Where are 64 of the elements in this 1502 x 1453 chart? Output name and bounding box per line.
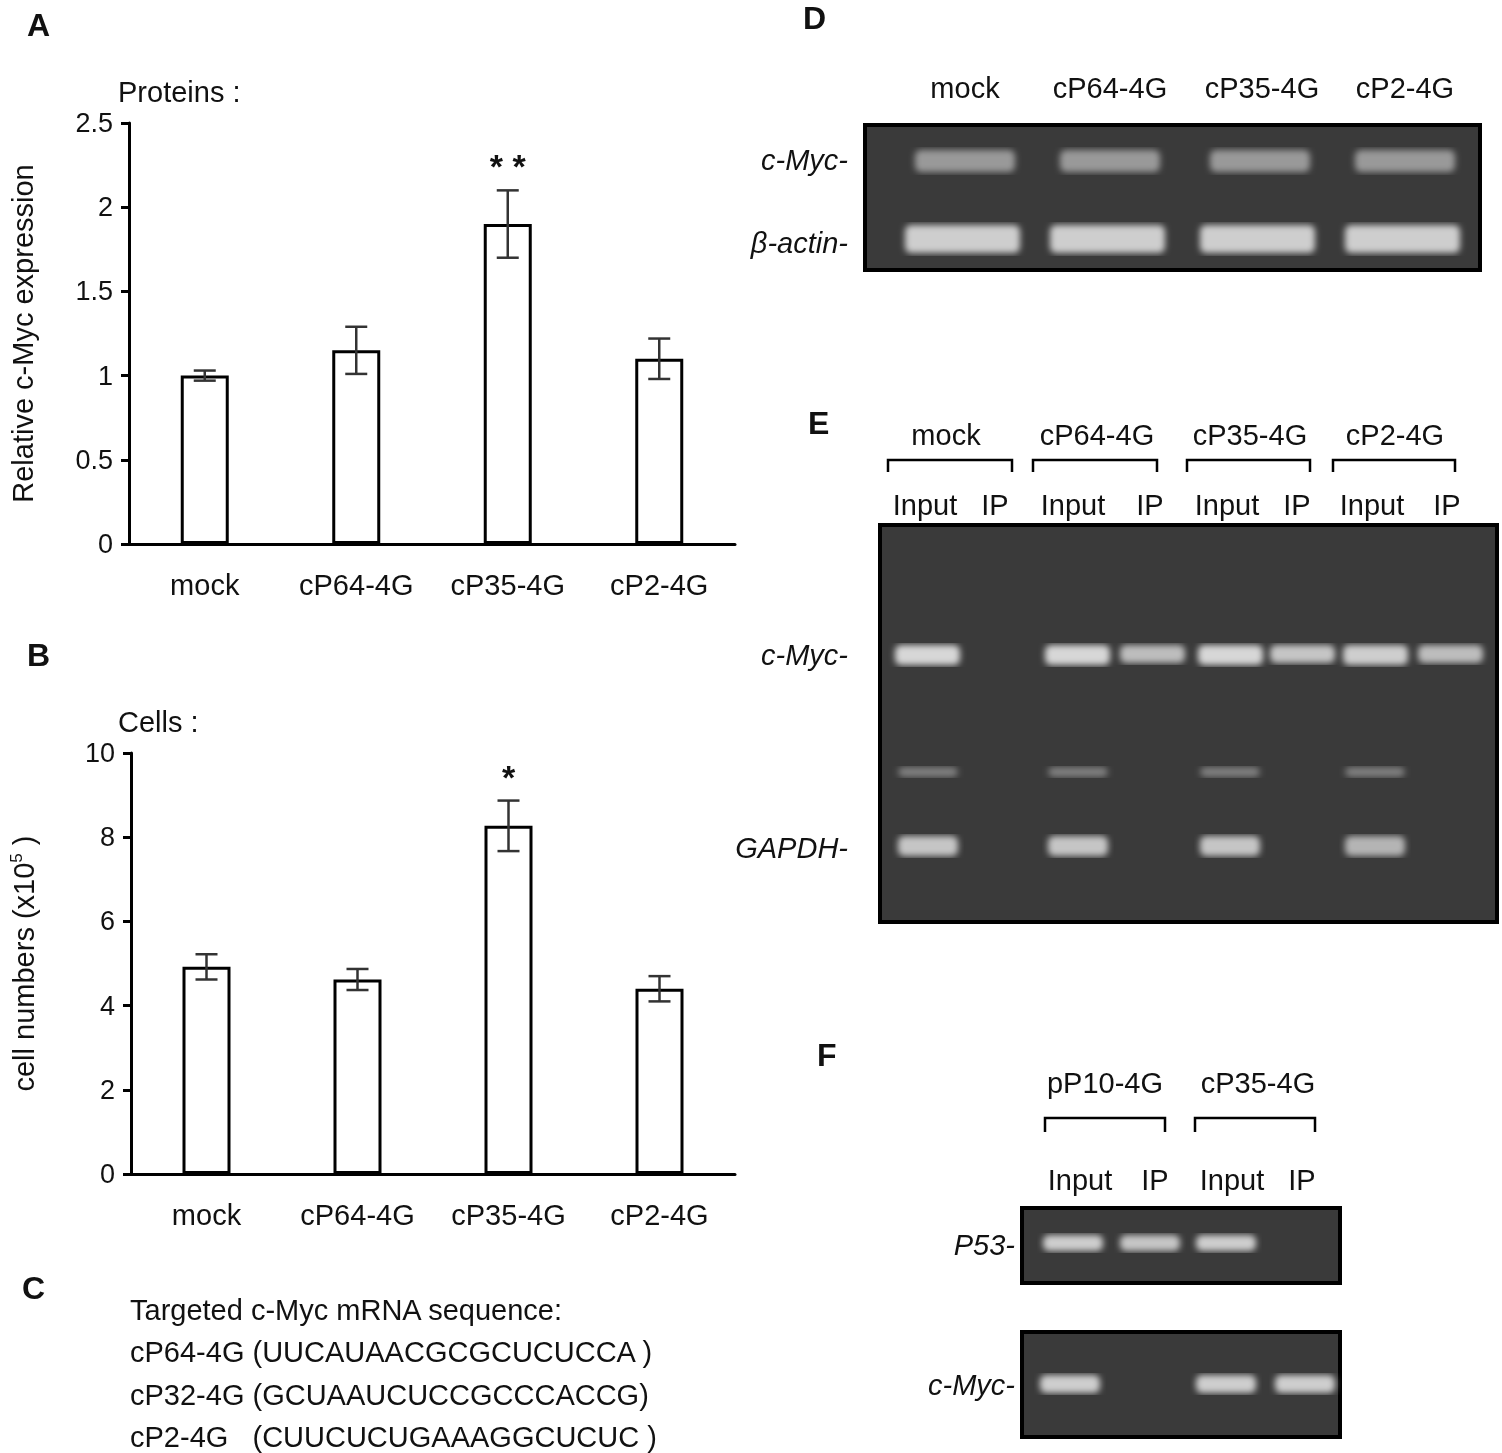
text: IP <box>1136 488 1164 521</box>
y-tick-label: 0 <box>99 1159 115 1189</box>
y-tick-label: 2 <box>97 192 113 223</box>
text: Input <box>892 488 958 521</box>
x-tick-label: mock <box>171 1198 242 1231</box>
text: c-Myc- <box>761 638 848 671</box>
text: IP <box>981 488 1009 521</box>
y-tick-label: 0.5 <box>75 444 113 475</box>
y-tick-label: 1.5 <box>75 276 113 307</box>
y-tick-label: 0 <box>97 529 113 559</box>
text: Input <box>1194 488 1260 521</box>
chart-title: B <box>27 637 51 673</box>
text: c-Myc- <box>928 1368 1015 1401</box>
text: IP <box>1288 1163 1316 1196</box>
text: cP2-4G <box>1345 418 1445 451</box>
text: P53- <box>953 1228 1015 1261</box>
y-tick-label: 8 <box>99 822 115 853</box>
text: Input <box>1040 488 1106 521</box>
text: cP64-4G <box>1039 418 1155 451</box>
chart-subtitle: Proteins : <box>118 75 241 108</box>
text: Input <box>1199 1163 1265 1196</box>
text: cP2-4G <box>1355 71 1455 104</box>
text: C <box>22 1270 46 1306</box>
chart-title: A <box>27 7 51 43</box>
annotation: * <box>501 757 516 796</box>
y-tick-label: 6 <box>99 906 115 937</box>
annotation: * * <box>489 147 526 186</box>
x-tick-label: cP35-4G <box>451 1198 566 1231</box>
y-tick-label: 2 <box>99 1074 115 1105</box>
text: Input <box>1047 1163 1113 1196</box>
text: Targeted c-Myc mRNA sequence: <box>130 1293 562 1326</box>
text: IP <box>1433 488 1461 521</box>
text: IP <box>1283 488 1311 521</box>
text: mock <box>911 418 981 451</box>
y-axis-title: Relative c-Myc expression <box>6 164 39 503</box>
y-axis-title: cell numbers (x105 ) <box>7 835 40 1092</box>
text: F <box>817 1037 837 1073</box>
text: cP35-4G <box>1200 1066 1316 1099</box>
x-tick-label: cP2-4G <box>610 568 709 601</box>
text: Input <box>1339 488 1405 521</box>
text: cP64-4G <box>1052 71 1168 104</box>
y-tick-label: 4 <box>99 990 115 1021</box>
text: IP <box>1141 1163 1169 1196</box>
text: β-actin- <box>750 226 848 259</box>
text: D <box>803 0 827 36</box>
chart-subtitle: Cells : <box>118 705 199 738</box>
text: mock <box>930 71 1000 104</box>
x-tick-label: cP64-4G <box>299 568 414 601</box>
y-tick-label: 10 <box>84 738 115 768</box>
x-tick-label: cP2-4G <box>610 1198 709 1231</box>
text: GAPDH- <box>735 831 848 864</box>
text: cP35-4G <box>1204 71 1320 104</box>
x-tick-label: cP35-4G <box>450 568 565 601</box>
y-tick-label: 2.5 <box>75 108 113 138</box>
text: cP32-4G (GCUAAUCUCCGCCCACCG) <box>130 1378 649 1411</box>
text: c-Myc- <box>761 143 848 176</box>
text: E <box>808 405 830 441</box>
text: pP10-4G <box>1046 1066 1164 1099</box>
text: cP35-4G <box>1192 418 1308 451</box>
x-tick-label: mock <box>170 568 240 601</box>
x-tick-label: cP64-4G <box>300 1198 415 1231</box>
text: cP2-4G (CUUCUCUGAAAGGCUCUC ) <box>130 1420 657 1453</box>
text: cP64-4G (UUCAUAACGCGCUCUCCA ) <box>130 1335 653 1368</box>
y-tick-label: 1 <box>97 360 113 391</box>
